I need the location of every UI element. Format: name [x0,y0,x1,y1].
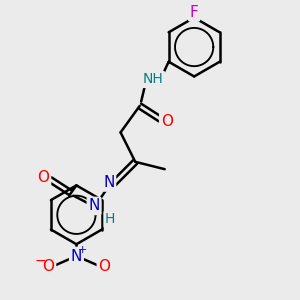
Text: F: F [190,5,199,20]
Text: NH: NH [142,72,163,86]
Text: N: N [103,175,115,190]
Text: H: H [105,212,116,226]
Text: N: N [71,248,82,263]
Text: +: + [78,244,88,254]
Text: −: − [35,254,46,268]
Text: O: O [43,259,55,274]
Text: O: O [38,169,50,184]
Text: O: O [161,114,173,129]
Text: O: O [98,259,110,274]
Text: N: N [88,199,100,214]
